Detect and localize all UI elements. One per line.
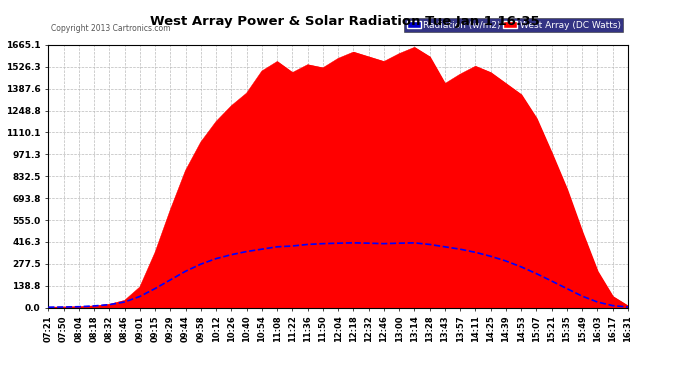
Text: Copyright 2013 Cartronics.com: Copyright 2013 Cartronics.com [51,24,170,33]
Text: West Array Power & Solar Radiation Tue Jan 1 16:35: West Array Power & Solar Radiation Tue J… [150,15,540,28]
Legend: Radiation (w/m2), West Array (DC Watts): Radiation (w/m2), West Array (DC Watts) [404,18,623,32]
